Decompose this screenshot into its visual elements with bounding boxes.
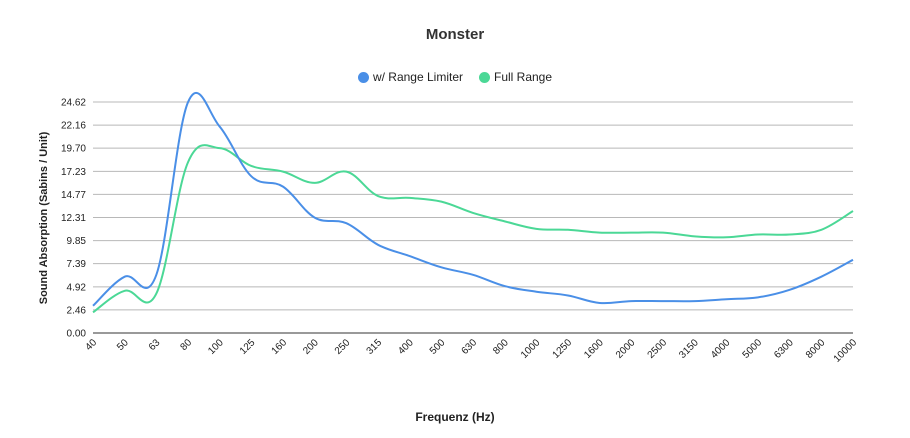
y-tick-label: 0.00 <box>67 329 87 340</box>
x-tick-label: 315 <box>365 337 385 357</box>
legend-swatch-range-limiter <box>357 71 369 83</box>
series-line-full-range <box>92 144 854 314</box>
y-tick-label: 12.31 <box>61 213 86 224</box>
x-tick-label: 1000 <box>519 337 543 361</box>
legend: w/ Range Limiter Full Range <box>0 70 910 84</box>
y-tick-label: 17.23 <box>61 167 86 178</box>
series-lines <box>92 92 854 314</box>
x-tick-label: 630 <box>460 337 480 357</box>
x-tick-label: 500 <box>428 337 448 357</box>
x-tick-labels: 40 50 63 80 100 125 160 200 250 315 400 500 630 800 10… <box>83 337 859 365</box>
y-tick-label: 7.39 <box>67 259 87 270</box>
chart-title: Monster <box>425 26 485 43</box>
x-tick-label: 400 <box>396 337 416 357</box>
x-tick-label: 10000 <box>832 337 860 365</box>
y-tick-labels: 0.00 2.46 4.92 7.39 9.85 12.31 14.77 17.23 19.70… <box>61 98 86 340</box>
x-tick-label: 250 <box>333 337 353 357</box>
x-tick-label: 8000 <box>804 337 828 361</box>
series-line-w-range-limiter <box>92 92 854 307</box>
x-tick-label: 800 <box>491 337 511 357</box>
x-tick-label: 1250 <box>551 337 575 361</box>
x-tick-label: 5000 <box>741 337 765 361</box>
x-tick-label: 2500 <box>646 337 670 361</box>
x-tick-label: 3150 <box>677 337 701 361</box>
y-tick-label: 4.92 <box>67 282 87 293</box>
legend-item-range-limiter[interactable]: w/ Range Limiter <box>357 70 463 84</box>
y-tick-label: 2.46 <box>67 305 87 316</box>
legend-item-full-range[interactable]: Full Range <box>479 70 552 84</box>
x-tick-label: 50 <box>115 337 131 353</box>
legend-label-range-limiter: w/ Range Limiter <box>372 70 463 84</box>
x-tick-label: 1600 <box>582 337 606 361</box>
x-tick-label: 100 <box>206 337 226 357</box>
y-tick-label: 19.70 <box>61 144 86 155</box>
x-tick-label: 63 <box>147 337 163 353</box>
legend-label-full-range: Full Range <box>494 70 553 84</box>
x-tick-label: 6300 <box>772 337 796 361</box>
x-tick-label: 4000 <box>709 337 733 361</box>
x-tick-label: 160 <box>270 337 290 357</box>
x-tick-label: 80 <box>178 337 194 353</box>
x-tick-label: 2000 <box>614 337 638 361</box>
legend-swatch-full-range <box>479 71 490 83</box>
y-tick-label: 24.62 <box>61 98 86 109</box>
y-tick-label: 14.77 <box>61 190 86 201</box>
y-tick-label: 9.85 <box>67 236 87 247</box>
y-tick-label: 22.16 <box>61 121 86 132</box>
x-axis-label: Frequenz (Hz) <box>415 410 495 424</box>
x-tick-label: 125 <box>238 337 258 357</box>
x-tick-label: 200 <box>301 337 321 357</box>
